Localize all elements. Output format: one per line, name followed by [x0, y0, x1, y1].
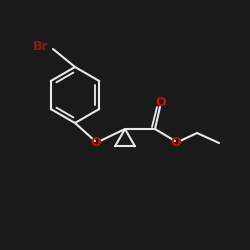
Text: O: O	[91, 136, 101, 149]
Text: O: O	[156, 96, 166, 108]
Text: O: O	[171, 136, 181, 149]
Text: Br: Br	[33, 40, 49, 54]
